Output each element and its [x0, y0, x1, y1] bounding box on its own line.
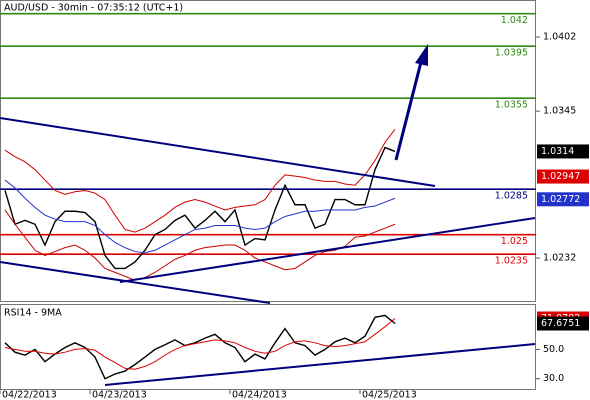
- level-label: 1.0355: [495, 100, 528, 111]
- value-tag: [537, 316, 589, 331]
- trend-line: [119, 217, 536, 283]
- x-tick-label: 04/25/2013: [362, 390, 417, 400]
- level-label: 1.0285: [495, 191, 528, 202]
- rsi-panel: [0, 304, 536, 390]
- arrow-head: [415, 44, 428, 66]
- y-tick-label: 30.0: [543, 373, 564, 384]
- plot-layer: 1.0232 1.0345 1.0402 1.042 1.0395 1.0355 1.028…: [0, 12, 589, 400]
- x-tick-label: 04/24/2013: [232, 390, 287, 400]
- trend-line: [0, 117, 436, 187]
- level-label: 1.042: [501, 15, 528, 26]
- level-label: 1.0235: [495, 256, 528, 267]
- chart-title: AUD/USD - 30min - 07:35:12 (UTC+1): [4, 3, 183, 14]
- y-tick-label: 1.0402: [543, 32, 576, 43]
- value-tag: [537, 144, 589, 159]
- y-tick-label: 1.0345: [543, 106, 576, 117]
- rsi-trend-line: [104, 343, 536, 386]
- y-tick-label: 50.0: [543, 344, 564, 355]
- trend-line: [0, 261, 271, 304]
- series-line: [4, 209, 396, 281]
- value-tag-label: 1.0314: [541, 146, 574, 157]
- series-line: [4, 318, 396, 370]
- series-line: [4, 146, 396, 270]
- value-tag-label: 1.02947: [541, 171, 580, 182]
- x-tick-label: 04/23/2013: [92, 390, 147, 400]
- price-panel: [0, 0, 536, 302]
- rsi-title: RSI14 - 9MA: [4, 308, 62, 319]
- series-line: [4, 314, 396, 380]
- value-tag: [537, 169, 589, 184]
- y-tick-label: 1.0232: [543, 253, 576, 264]
- value-tag-label: 67.6751: [541, 318, 580, 329]
- value-tag-label: 1.02772: [541, 194, 580, 205]
- value-tag: [537, 192, 589, 207]
- x-tick-label: 04/22/2013: [2, 390, 57, 400]
- series-line: [4, 129, 396, 233]
- series-line: [4, 179, 396, 254]
- level-label: 1.0395: [495, 48, 528, 59]
- arrow-shaft: [394, 61, 423, 161]
- level-label: 1.025: [501, 236, 528, 247]
